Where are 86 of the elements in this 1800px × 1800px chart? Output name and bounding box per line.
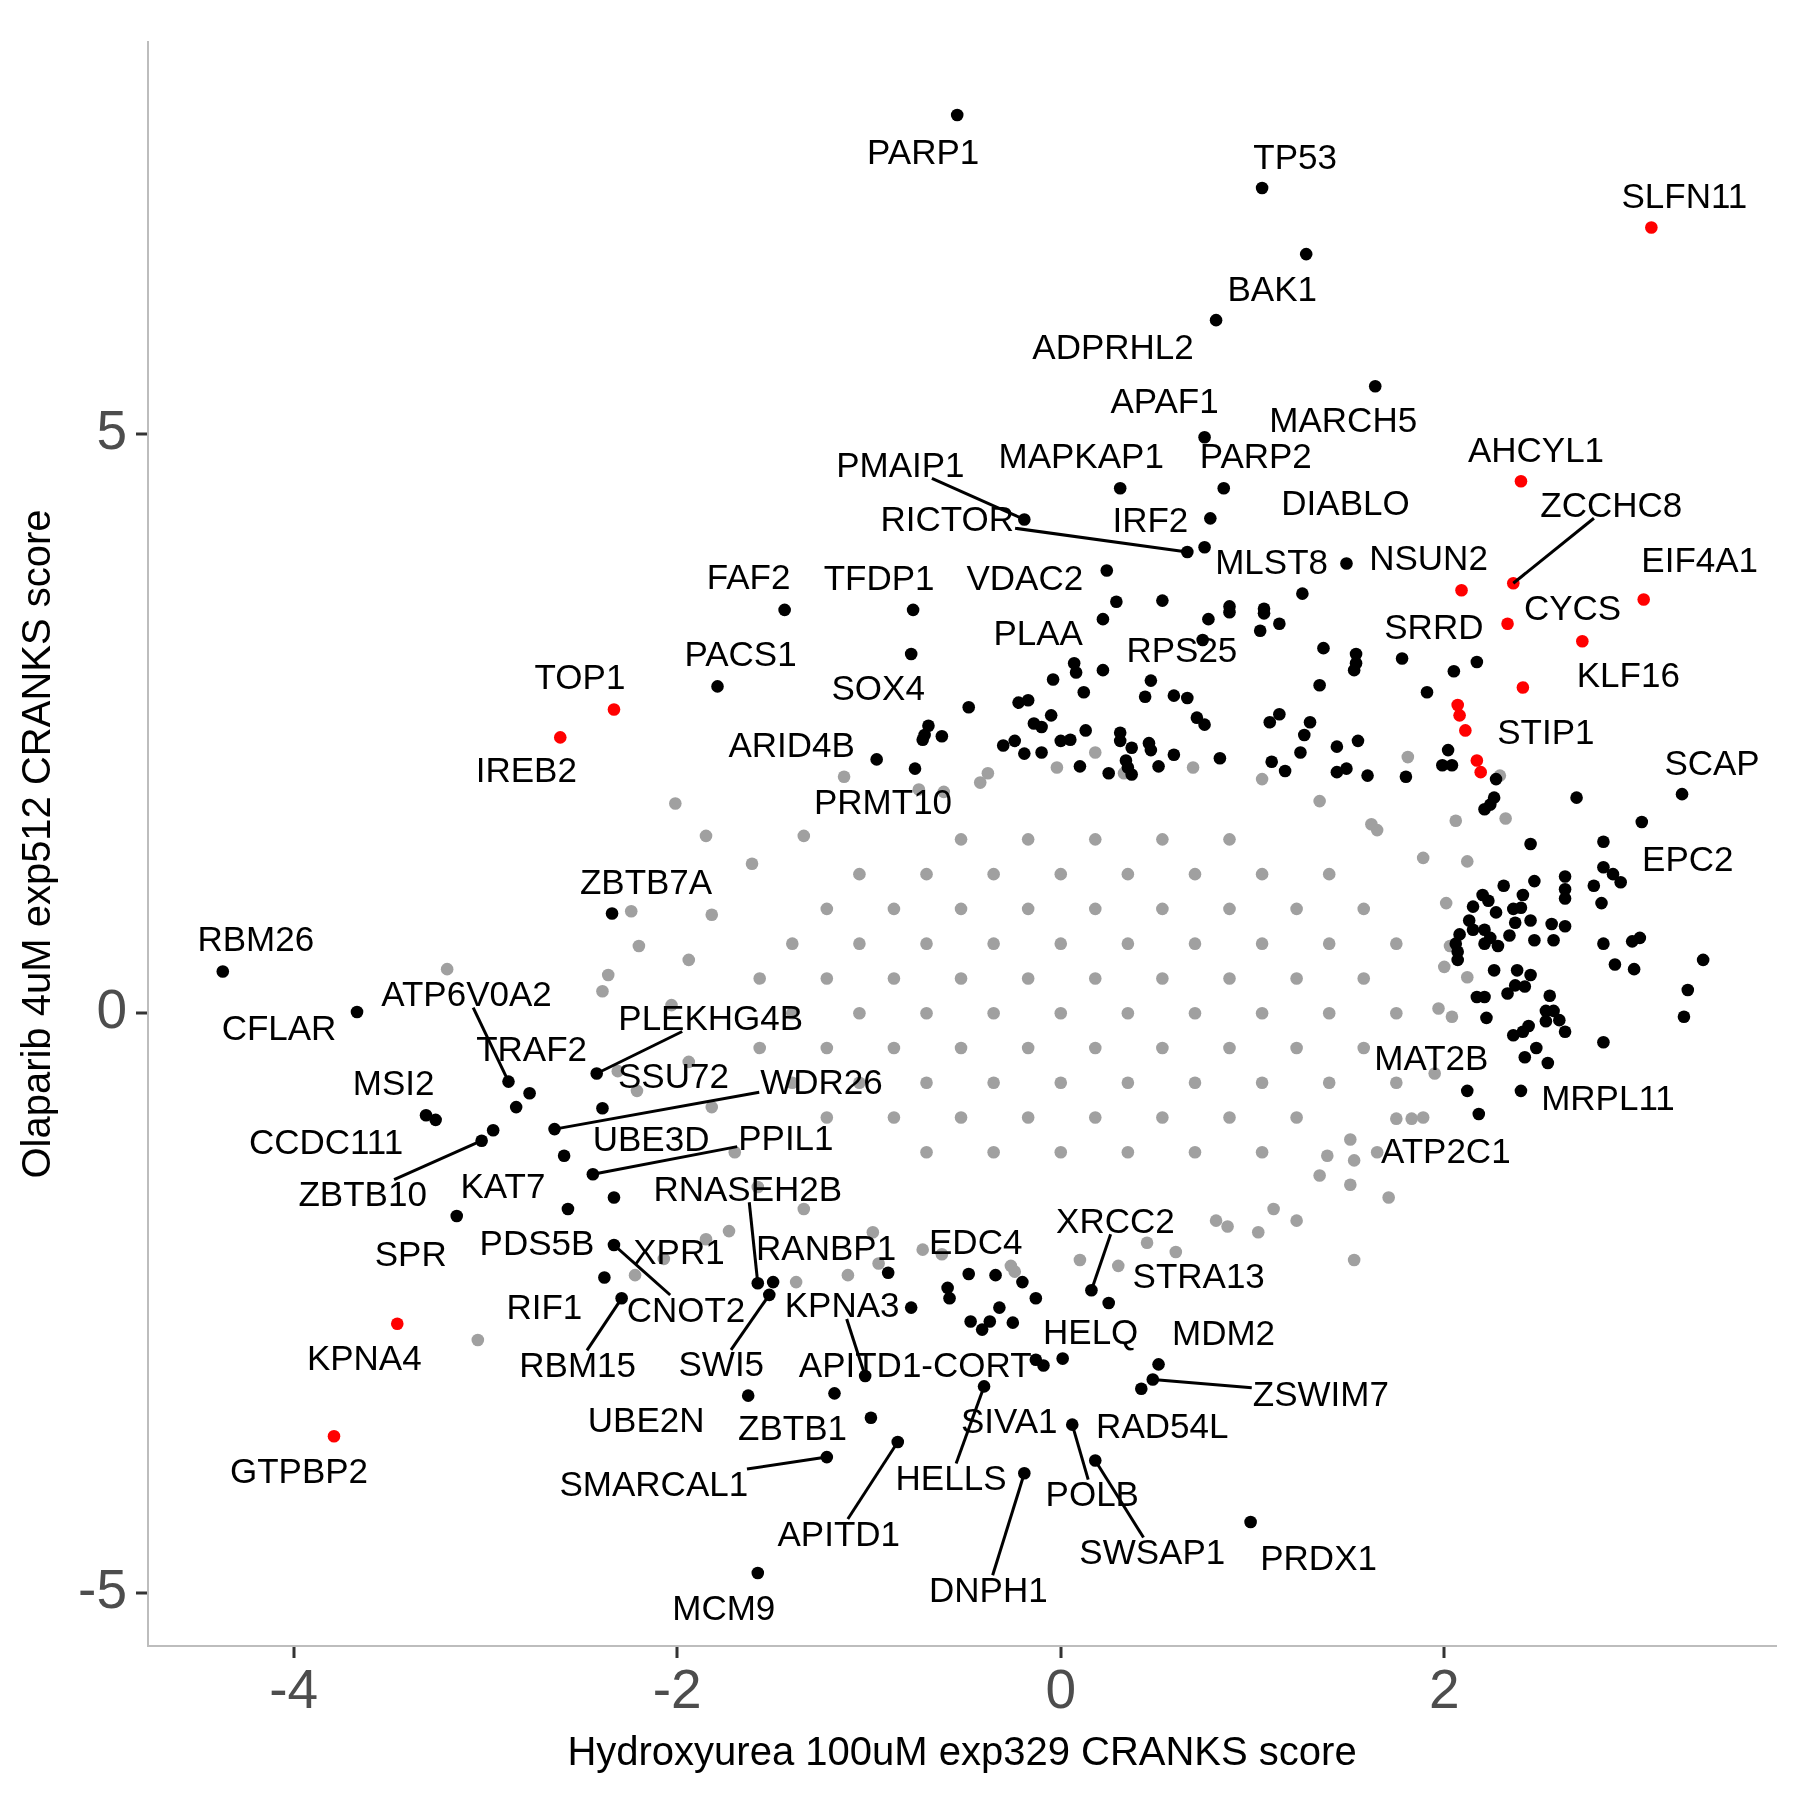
annotation: KPNA3: [784, 1285, 900, 1325]
annotation: IREB2: [475, 749, 577, 789]
annotation: ZSWIM7: [1252, 1373, 1389, 1413]
annotation: CYCS: [1523, 588, 1622, 628]
annotation: MAPKAP1: [998, 435, 1164, 475]
annotation: CCDC111: [248, 1121, 404, 1161]
annotation: PLAA: [993, 612, 1084, 652]
annotation: MAT2B: [1374, 1038, 1489, 1078]
annotation: RBM15: [519, 1344, 636, 1384]
x-tick-label: 0: [1045, 1658, 1077, 1721]
annotation: DIABLO: [1281, 483, 1410, 523]
annotation: PRMT10: [813, 782, 953, 822]
annotation: PPIL1: [738, 1117, 834, 1157]
annotation: VDAC2: [966, 557, 1084, 597]
annotation: STIP1: [1497, 712, 1595, 752]
annotation: UBE3D: [592, 1119, 710, 1159]
annotation: SWI5: [678, 1344, 765, 1384]
annotation: PLEKHG4B: [618, 997, 804, 1037]
annotation: HELQ: [1043, 1312, 1139, 1352]
y-tick-label: 0: [96, 978, 127, 1041]
annotation: RAD54L: [1096, 1406, 1229, 1446]
annotation: SMARCAL1: [559, 1463, 749, 1503]
annotation: STRA13: [1132, 1256, 1265, 1296]
annotation: PACS1: [684, 633, 797, 673]
annotation: PRDX1: [1260, 1538, 1377, 1578]
annotation: EPC2: [1642, 839, 1734, 879]
annotation: SWSAP1: [1079, 1532, 1226, 1572]
annotation: TFDP1: [823, 558, 935, 598]
annotation: KLF16: [1576, 654, 1680, 694]
annotation: UBE2N: [587, 1400, 705, 1440]
annotation: PDS5B: [479, 1222, 595, 1262]
annotation: SCAP: [1664, 742, 1760, 782]
y-tick-label: 5: [96, 398, 127, 461]
annotation: ATP6V0A2: [381, 974, 552, 1014]
annotation: MSI2: [352, 1063, 435, 1103]
annotation: RNASEH2B: [653, 1168, 843, 1208]
annotation: SOX4: [831, 668, 925, 708]
annotation: MDM2: [1172, 1312, 1276, 1352]
annotation: TP53: [1253, 136, 1337, 176]
annotation: KPNA4: [306, 1338, 422, 1378]
annotation: TOP1: [534, 657, 626, 697]
annotation: APAF1: [1110, 380, 1219, 420]
annotation: ATP2C1: [1380, 1130, 1511, 1170]
annotation: ZBTB10: [298, 1174, 427, 1214]
annotation: ZBTB7A: [579, 862, 713, 902]
annotation: DNPH1: [929, 1569, 1048, 1609]
annotation: FAF2: [706, 557, 791, 597]
annotation: EDC4: [929, 1222, 1023, 1262]
annotation: AHCYL1: [1467, 429, 1605, 469]
y-tick-label: -5: [78, 1557, 127, 1620]
annotation: EIF4A1: [1641, 539, 1759, 579]
annotation: MRPL11: [1541, 1078, 1675, 1118]
annotation: MCM9: [672, 1588, 776, 1628]
annotation: KAT7: [460, 1165, 546, 1205]
annotation: SLFN11: [1621, 175, 1748, 215]
y-axis-title: Olaparib 4uM exp512 CRANKS score: [14, 509, 59, 1179]
annotation: BAK1: [1227, 268, 1317, 308]
annotation: SRRD: [1384, 606, 1484, 646]
x-axis-title: Hydroxyurea 100uM exp329 CRANKS score: [567, 1729, 1357, 1774]
annotation: HELLS: [895, 1457, 1007, 1497]
annotation: NSUN2: [1369, 537, 1488, 577]
annotation: RPS25: [1126, 630, 1238, 670]
annotation: XRCC2: [1056, 1200, 1175, 1240]
x-tick-label: -2: [652, 1658, 702, 1721]
annotation: XPR1: [633, 1231, 725, 1271]
annotation: ARID4B: [728, 724, 855, 764]
annotation: RBM26: [197, 918, 315, 958]
x-tick-label: -4: [269, 1658, 319, 1721]
annotation: APITD1: [777, 1513, 901, 1553]
annotation: PMAIP1: [836, 444, 965, 484]
annotation: CNOT2: [626, 1289, 746, 1329]
annotation: RANBP1: [756, 1227, 897, 1267]
annotation: PARP1: [867, 131, 980, 171]
annotation: MLST8: [1215, 541, 1328, 581]
x-tick-label: 2: [1428, 1658, 1460, 1721]
annotation: ADPRHL2: [1032, 326, 1194, 366]
annotation: SPR: [374, 1233, 447, 1273]
annotation: ZCCHC8: [1540, 484, 1683, 524]
annotation: RIF1: [506, 1286, 583, 1326]
annotation: CFLAR: [221, 1007, 337, 1047]
annotation: WDR26: [760, 1061, 883, 1101]
annotation: RICTOR: [880, 499, 1015, 539]
annotation: GTPBP2: [229, 1450, 369, 1490]
annotation: IRF2: [1112, 499, 1189, 539]
annotation: SSU72: [618, 1055, 729, 1095]
annotation: ZBTB1: [738, 1407, 847, 1447]
